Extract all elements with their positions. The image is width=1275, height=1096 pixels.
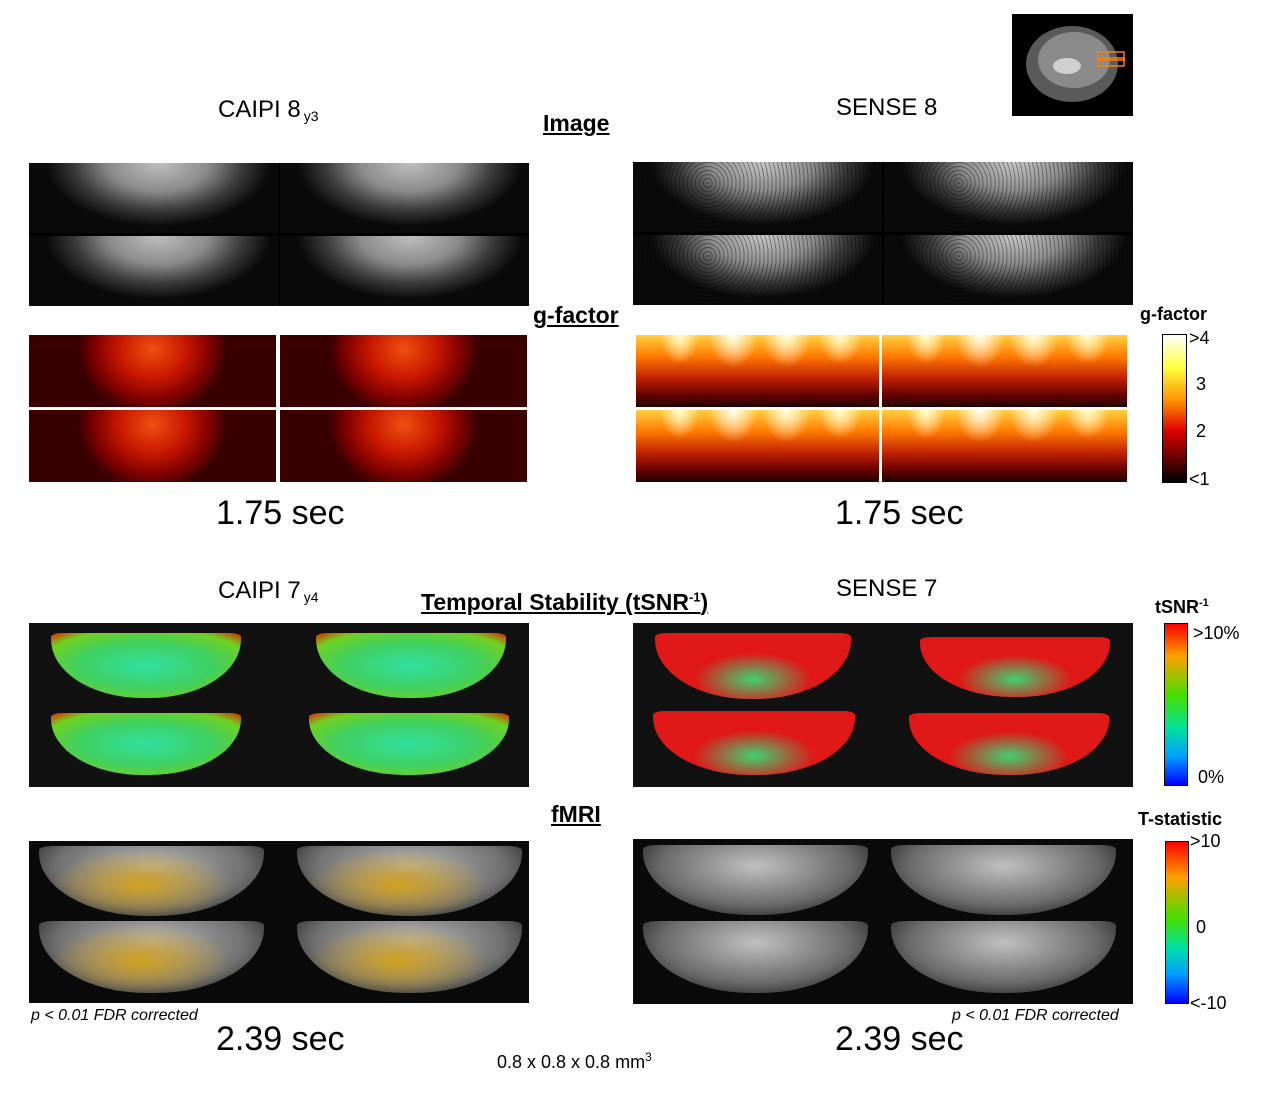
tsnr-colorbar-title: tSNR-1: [1155, 597, 1209, 617]
brain-sagittal-icon: [1026, 26, 1125, 102]
time-bottom-right: 2.39 sec: [835, 1020, 964, 1058]
sense7-fmri-panel: [633, 839, 1133, 1004]
sense8-gfactor-panel: [636, 335, 1127, 482]
gfactor-tick-max: >4: [1189, 328, 1210, 348]
tsnr-colorbar: [1164, 623, 1188, 786]
fdr-note-left: p < 0.01 FDR corrected: [31, 1007, 198, 1024]
gfactor-colorbar-title: g-factor: [1140, 304, 1207, 324]
tstat-tick-max: >10: [1190, 831, 1221, 851]
tstat-tick-min: <-10: [1190, 993, 1227, 1013]
tsnr-section-title: Temporal Stability (tSNR-1): [421, 589, 709, 615]
caipi7-fmri-panel: [29, 841, 529, 1003]
caipi7-label: CAIPI 7 y4: [218, 577, 319, 605]
tsnr-tick-min: 0%: [1198, 767, 1225, 787]
tstat-colorbar-title: T-statistic: [1138, 809, 1223, 829]
sense8-label: SENSE 8: [836, 94, 938, 121]
sagittal-localizer-thumbnail: [1012, 14, 1133, 116]
gfactor-tick-min: <1: [1189, 469, 1210, 489]
caipi8-gfactor-panel: [29, 335, 527, 482]
gfactor-section-title: g-factor: [533, 302, 619, 328]
time-bottom-left: 2.39 sec: [216, 1020, 345, 1058]
fdr-note-right: p < 0.01 FDR corrected: [952, 1007, 1119, 1024]
sense7-tsnr-panel: [633, 623, 1133, 787]
gfactor-tick-2: 2: [1196, 421, 1207, 441]
image-section-title: Image: [543, 110, 610, 136]
tstat-colorbar: [1165, 841, 1189, 1004]
tsnr-tick-max: >10%: [1193, 623, 1240, 643]
caipi8-image-panel: [29, 163, 529, 306]
gfactor-tick-3: 3: [1196, 374, 1207, 394]
time-top-left: 1.75 sec: [216, 494, 345, 532]
caipi8-label: CAIPI 8 y3: [218, 96, 319, 124]
caipi7-tsnr-panel: [29, 623, 529, 787]
voxel-size-label: 0.8 x 0.8 x 0.8 mm3: [497, 1050, 652, 1072]
tstat-tick-zero: 0: [1196, 917, 1207, 937]
sense7-label: SENSE 7: [836, 575, 938, 602]
fmri-section-title: fMRI: [551, 801, 601, 827]
time-top-right: 1.75 sec: [835, 494, 964, 532]
sense8-image-panel: [633, 162, 1133, 305]
gfactor-colorbar: [1162, 334, 1187, 483]
